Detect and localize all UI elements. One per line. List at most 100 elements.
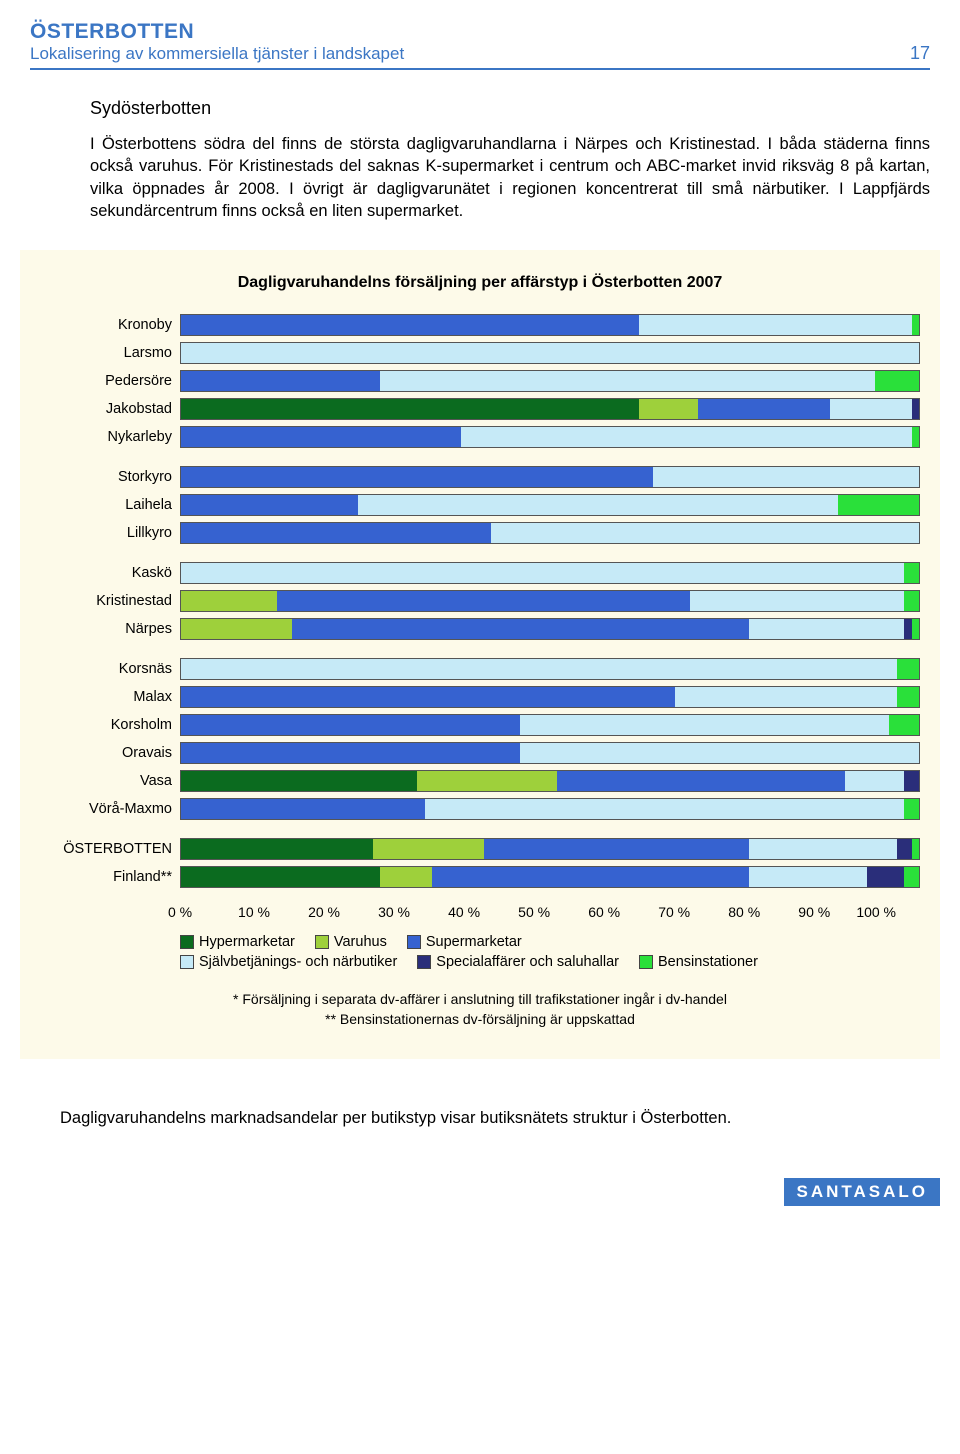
bar-group: Korsnäs Malax Korsholm Oravais Vasa Vörå-Maxm… [40,656,920,822]
bar-segment-bensin [889,715,919,735]
legend-label: Självbetjänings- och närbutiker [199,954,397,970]
bar-segment-hyper [181,399,639,419]
bar-row: Malax [40,684,920,710]
bar-segment-narbutik [653,467,919,487]
bar-segment-narbutik [358,495,838,515]
bar-segment-varuhus [181,591,277,611]
bar-row: Oravais [40,740,920,766]
bar-row: Vörå-Maxmo [40,796,920,822]
bar-segment-hyper [181,771,417,791]
legend-label: Specialaffärer och saluhallar [436,954,619,970]
bar-container [180,590,920,612]
footnote-2: ** Bensinstationernas dv-försäljning är … [40,1010,920,1030]
header-left: ÖSTERBOTTEN Lokalisering av kommersiella… [30,20,404,64]
bar-segment-super [484,839,750,859]
bar-container [180,618,920,640]
bar-row: Närpes [40,616,920,642]
bar-label: Vasa [40,773,180,789]
bar-container [180,658,920,680]
bar-segment-narbutik [181,659,897,679]
section-title: Sydösterbotten [90,98,930,119]
bar-segment-special [867,867,904,887]
x-tick: 10 % [238,904,308,920]
bar-segment-bensin [912,619,919,639]
bar-container [180,798,920,820]
bar-segment-special [904,619,911,639]
bar-row: Finland** [40,864,920,890]
bar-segment-narbutik [639,315,912,335]
bar-container [180,686,920,708]
legend-item: Specialaffärer och saluhallar [417,954,619,970]
bar-segment-hyper [181,867,380,887]
bar-group: StorkyroLaihelaLillkyro [40,464,920,546]
x-tick: 60 % [588,904,658,920]
x-axis: 0 %10 %20 %30 %40 %50 %60 %70 %80 %90 %1… [180,904,920,920]
x-tick: 30 % [378,904,448,920]
bar-row: Lillkyro [40,520,920,546]
x-tick: 70 % [658,904,728,920]
bar-segment-varuhus [373,839,484,859]
bar-segment-special [912,399,919,419]
bar-segment-varuhus [181,619,292,639]
bar-label: Larsmo [40,345,180,361]
bar-group: KronobyLarsmoPedersöreJakobstadNykarleby [40,312,920,450]
legend-item: Supermarketar [407,934,522,950]
chart-legend: HypermarketarVaruhusSupermarketarSjälvbe… [180,934,920,970]
bar-row: Pedersöre [40,368,920,394]
page-number: 17 [910,43,930,64]
bar-segment-bensin [904,799,919,819]
bar-row: Nykarleby [40,424,920,450]
chart-panel: Dagligvaruhandelns försäljning per affär… [20,250,940,1059]
caption: Dagligvaruhandelns marknadsandelar per b… [60,1109,900,1128]
bar-label: Laihela [40,497,180,513]
bar-segment-bensin [912,315,919,335]
bar-segment-bensin [897,687,919,707]
bar-segment-narbutik [520,715,889,735]
bar-segment-super [181,467,653,487]
bar-segment-super [292,619,750,639]
x-tick: 50 % [518,904,588,920]
legend-swatch [180,935,194,949]
bar-segment-bensin [875,371,919,391]
bar-group: ÖSTERBOTTEN Finland** [40,836,920,890]
bar-segment-narbutik [425,799,905,819]
bar-row: Vasa [40,768,920,794]
bar-container [180,562,920,584]
bar-label: Korsholm [40,717,180,733]
bar-group: KasköKristinestadNärpes [40,560,920,642]
bar-segment-narbutik [749,867,867,887]
bar-container [180,866,920,888]
bar-segment-super [181,799,425,819]
bar-segment-narbutik [181,563,904,583]
legend-swatch [417,955,431,969]
bar-segment-narbutik [749,839,897,859]
bar-label: Lillkyro [40,525,180,541]
legend-label: Varuhus [334,934,387,950]
bar-segment-narbutik [690,591,904,611]
footer-logo: SANTASALO [784,1178,940,1206]
bar-segment-varuhus [417,771,557,791]
header-title: ÖSTERBOTTEN [30,20,404,44]
bar-container [180,742,920,764]
legend-label: Bensinstationer [658,954,758,970]
bar-label: Kronoby [40,317,180,333]
legend-swatch [407,935,421,949]
bar-label: Korsnäs [40,661,180,677]
bar-segment-narbutik [380,371,874,391]
bar-segment-bensin [904,563,919,583]
bar-label: ÖSTERBOTTEN [40,841,180,857]
bar-segment-super [181,315,639,335]
bar-segment-bensin [838,495,919,515]
bar-segment-super [181,495,358,515]
bar-segment-special [897,839,912,859]
bar-label: Kristinestad [40,593,180,609]
bar-segment-special [904,771,919,791]
bar-segment-narbutik [520,743,919,763]
bar-label: Nykarleby [40,429,180,445]
bar-segment-super [432,867,749,887]
bar-segment-super [277,591,690,611]
bar-segment-super [181,687,675,707]
bar-container [180,426,920,448]
bar-segment-varuhus [380,867,432,887]
page-header: ÖSTERBOTTEN Lokalisering av kommersiella… [30,20,930,70]
